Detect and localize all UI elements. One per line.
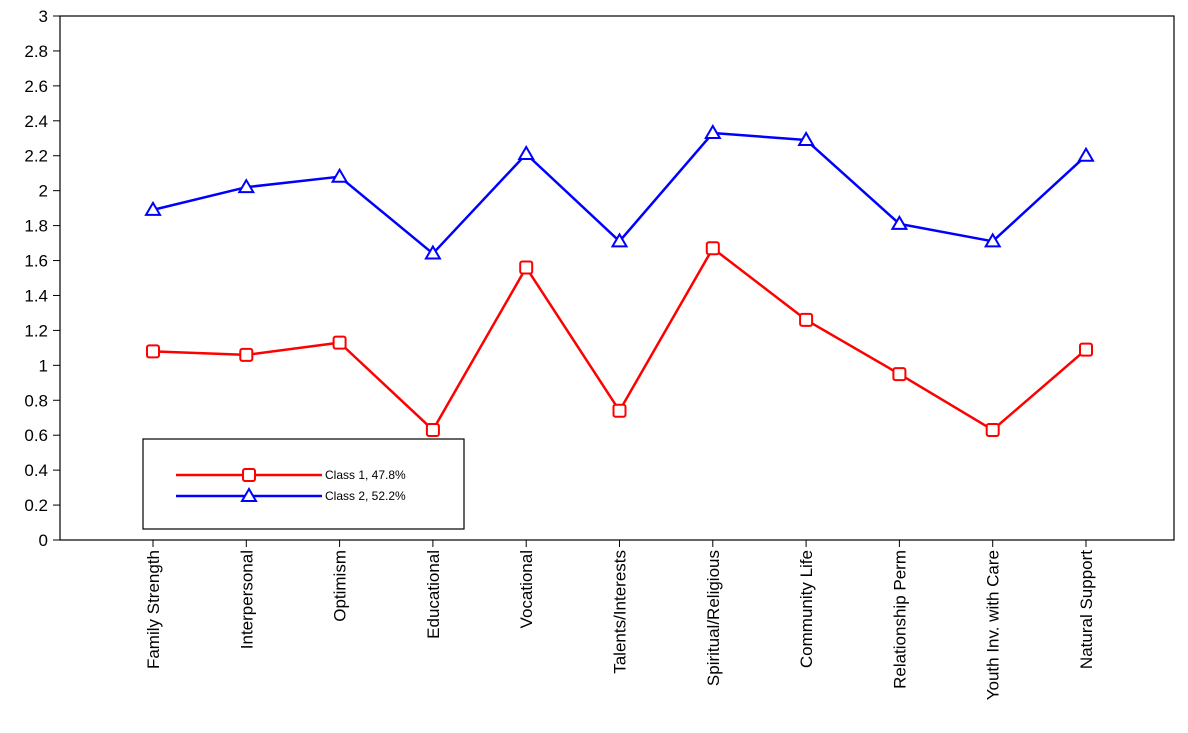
y-tick-label: 2.2 [24,147,48,166]
y-tick-label: 1.4 [24,286,48,305]
series-1-point [705,241,720,256]
series-2-point [517,145,535,160]
x-tick-label: Optimism [331,550,350,622]
y-tick-label: 2.8 [24,42,48,61]
y-tick-label: 1.6 [24,252,48,271]
x-tick-label: Family Strength [144,550,163,669]
x-tick-label: Community Life [797,550,816,668]
legend-marker [242,468,256,482]
legend: Class 1, 47.8% Class 2, 52.2% [142,438,465,530]
series-2-point [237,178,256,194]
y-tick-label: 0.8 [24,391,48,410]
x-axis: Family Strength Interpersonal Optimism Educ… [144,540,1096,700]
y-tick-label: 0.4 [24,461,48,480]
series-1-point [985,422,1000,437]
series-2-point [1077,146,1095,162]
series-1-point [425,422,440,437]
y-tick-label: 2.4 [24,112,48,131]
x-tick-label: Youth Inv. with Care [984,550,1003,700]
x-tick-label: Interpersonal [237,550,256,649]
x-tick-label: Educational [424,550,443,639]
y-tick-label: 2 [39,182,48,201]
series-1-point [799,312,814,327]
y-axis: 0 0.2 0.4 0.6 0.8 1 1.2 1.4 1.6 1.8 2 2.2 2.4 2.6 2.8 3 [24,7,60,550]
y-tick-label: 3 [39,7,48,26]
series-1-point [519,260,534,275]
series-2-point [983,232,1002,248]
series-2-point [610,232,629,248]
series-1-point [332,335,347,350]
series-2-point [144,200,162,216]
series-1-point [146,344,160,359]
series-2 [144,124,1095,260]
legend-label: Class 1, 47.8% [325,468,406,482]
series-2-point [890,214,909,230]
y-tick-label: 1 [39,356,48,375]
y-tick-label: 1.2 [24,321,48,340]
y-tick-label: 2.6 [24,77,48,96]
x-tick-label: Natural Support [1077,550,1096,669]
series-layer [144,124,1095,437]
series-2-point [424,244,442,260]
y-tick-label: 1.8 [24,217,48,236]
series-2-point [704,124,722,140]
series-2-point [797,131,815,147]
legend-label: Class 2, 52.2% [325,489,406,503]
series-1-point [239,347,254,362]
x-tick-label: Vocational [517,550,536,628]
series-1-point [612,403,627,418]
y-tick-label: 0 [39,531,48,550]
x-tick-label: Spiritual/Religious [704,550,723,686]
x-tick-label: Talents/Interests [611,550,630,674]
series-1 [146,241,1093,437]
series-1-point [892,367,907,382]
x-tick-label: Relationship Perm [890,550,909,689]
y-tick-label: 0.2 [24,496,48,515]
series-2-point [330,167,349,183]
legend-marker [240,487,258,502]
series-1-point [1079,342,1093,357]
legend-box [142,438,465,530]
y-tick-label: 0.6 [24,426,48,445]
